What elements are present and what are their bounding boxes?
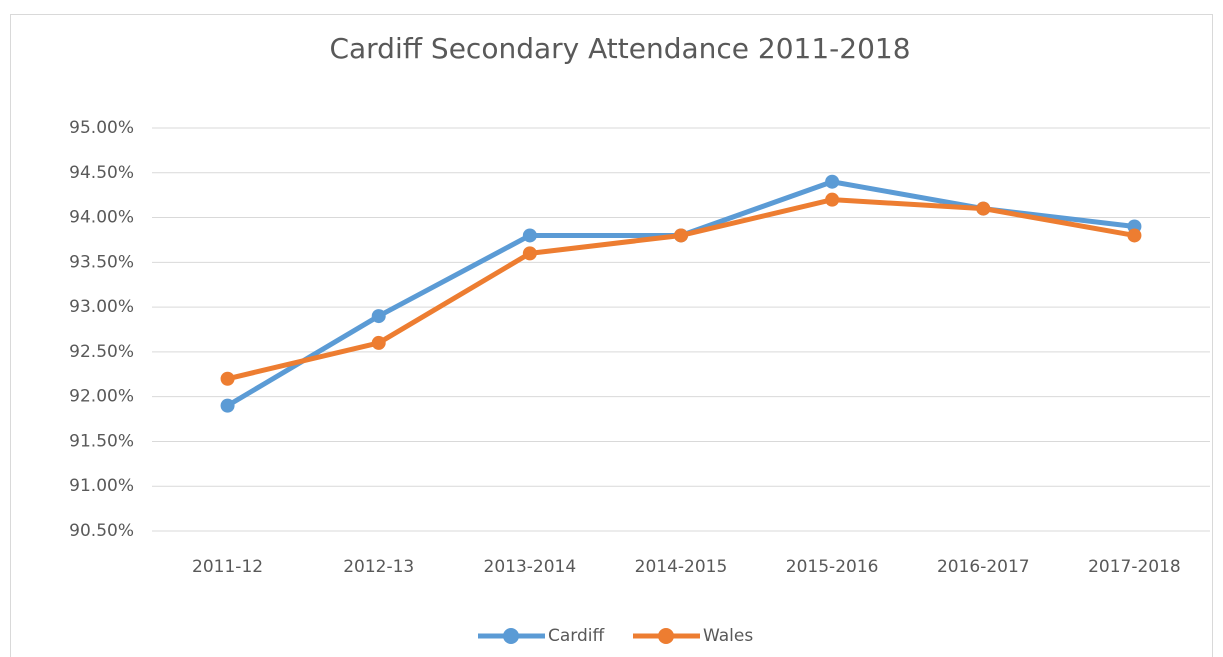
point	[371, 309, 386, 324]
x-tick-label: 2016-2017	[937, 557, 1030, 577]
legend-label: Cardiff	[548, 626, 605, 646]
x-tick-label: 2017-2018	[1088, 557, 1181, 577]
x-tick-label: 2015-2016	[786, 557, 879, 577]
x-tick-label: 2013-2014	[484, 557, 577, 577]
point	[220, 371, 235, 386]
point	[220, 398, 235, 413]
y-tick-label: 94.50%	[69, 163, 134, 183]
point	[371, 335, 386, 350]
y-tick-label: 95.00%	[69, 118, 134, 138]
point	[825, 174, 840, 189]
y-tick-label: 91.50%	[69, 431, 134, 451]
y-tick-label: 92.50%	[69, 342, 134, 362]
legend-marker	[503, 628, 519, 644]
legend-marker	[658, 628, 674, 644]
y-tick-label: 91.00%	[69, 476, 134, 496]
point	[825, 192, 840, 207]
y-tick-label: 92.00%	[69, 387, 134, 407]
x-tick-label: 2014-2015	[635, 557, 728, 577]
point	[522, 246, 537, 261]
point	[1127, 228, 1142, 243]
y-tick-label: 94.00%	[69, 208, 134, 228]
y-tick-label: 93.50%	[69, 252, 134, 272]
chart-title: Cardiff Secondary Attendance 2011-2018	[329, 32, 910, 65]
point	[976, 201, 991, 216]
legend-label: Wales	[703, 626, 753, 646]
x-tick-label: 2012-13	[343, 557, 414, 577]
series-line	[226, 179, 1135, 408]
x-tick-label: 2011-12	[192, 557, 263, 577]
point	[674, 228, 688, 243]
chart-border	[10, 14, 1213, 657]
y-tick-label: 90.50%	[69, 521, 134, 541]
y-tick-label: 93.00%	[69, 297, 134, 317]
point	[522, 228, 537, 243]
